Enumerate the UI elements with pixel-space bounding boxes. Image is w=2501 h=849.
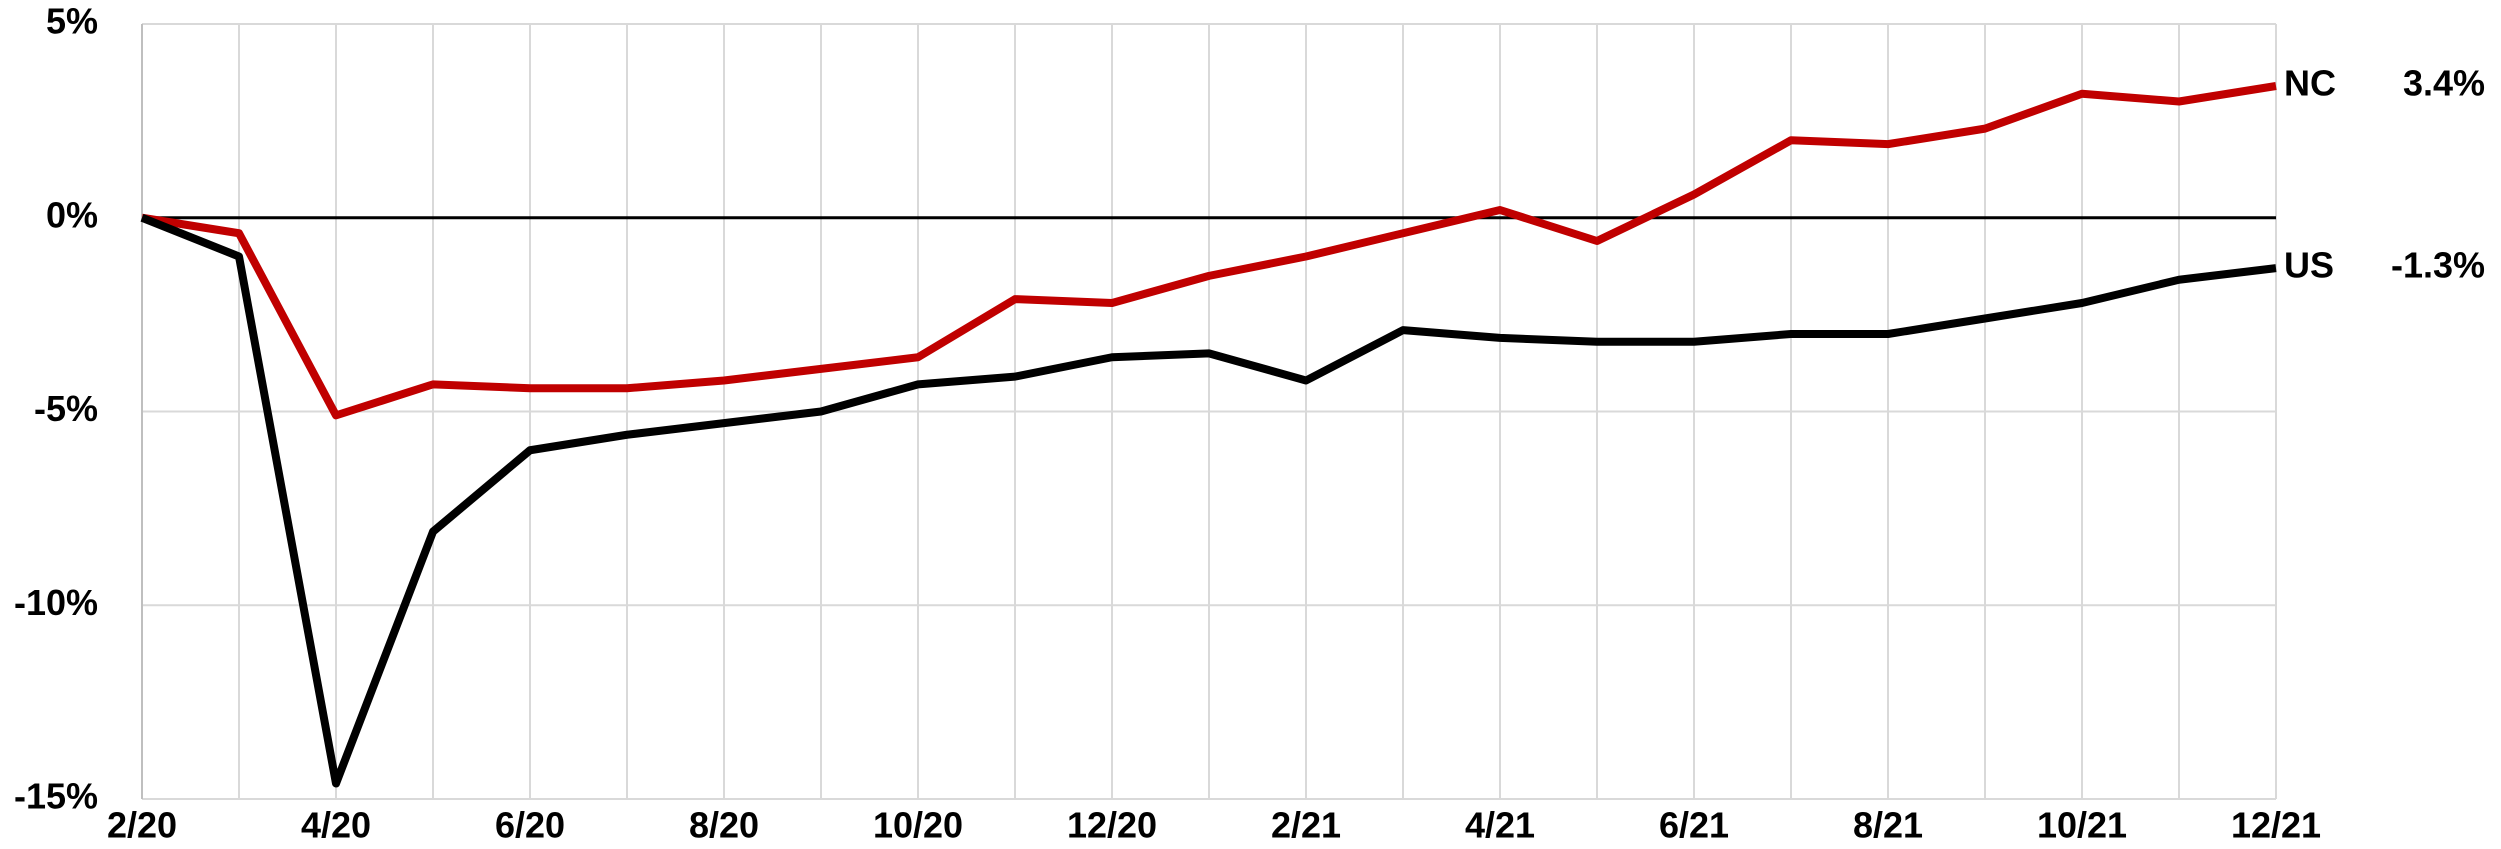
x-tick-label: 8/21 (1853, 805, 1923, 846)
x-tick-label: 10/20 (873, 805, 963, 846)
x-tick-label: 12/20 (1067, 805, 1157, 846)
series-label: NC (2284, 63, 2336, 104)
value-label: 3.4% (2403, 63, 2485, 104)
x-tick-label: 8/20 (689, 805, 759, 846)
y-tick-label: -10% (14, 582, 98, 623)
value-label: -1.3% (2391, 245, 2485, 286)
y-tick-label: -15% (14, 776, 98, 817)
x-tick-label: 4/21 (1465, 805, 1535, 846)
line-series (141, 82, 2277, 420)
x-tick-label: 12/21 (2231, 805, 2321, 846)
x-tick-label: 2/20 (107, 805, 177, 846)
x-tick-label: 10/21 (2037, 805, 2127, 846)
x-tick-label: 6/20 (495, 805, 565, 846)
x-tick-label: 4/20 (301, 805, 371, 846)
x-tick-label: 2/21 (1271, 805, 1341, 846)
y-tick-label: 0% (46, 194, 98, 235)
x-tick-label: 6/21 (1659, 805, 1729, 846)
series-label: US (2284, 245, 2334, 286)
y-tick-label: 5% (46, 1, 98, 42)
y-tick-label: -5% (34, 388, 98, 429)
line-series (140, 214, 2277, 788)
